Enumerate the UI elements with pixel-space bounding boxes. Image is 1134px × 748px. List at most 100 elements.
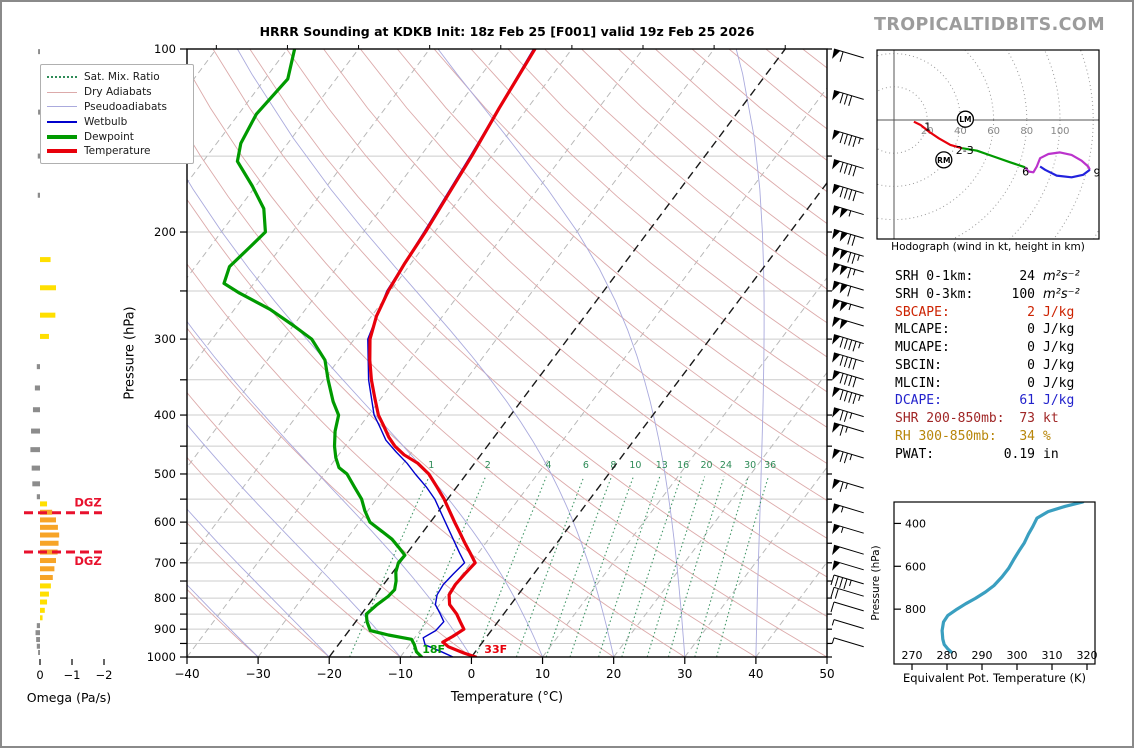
- omega-panel: DGZ DGZ 0 −1 −2: [24, 49, 112, 682]
- index-unit: J/kg: [1043, 340, 1075, 355]
- legend-item-label: Dewpoint: [84, 130, 134, 143]
- svg-text:20: 20: [700, 460, 712, 471]
- hodograph-height-label: 2-3: [956, 144, 974, 157]
- omega-bar: [36, 637, 40, 643]
- svg-text:33F: 33F: [484, 643, 507, 656]
- omega-bar: [40, 257, 51, 263]
- omega-bar: [40, 615, 43, 621]
- index-label: DCAPE:: [895, 393, 942, 409]
- index-value: 73: [1019, 411, 1035, 426]
- wind-barb-column: [830, 48, 864, 648]
- skewt-plot: 1 2 4 6 8 10 13 16 20 24 30 36100200300400500600700…: [147, 42, 835, 681]
- svg-text:40: 40: [954, 126, 967, 137]
- index-unit: J/kg: [1043, 304, 1075, 320]
- wind-barb: [832, 298, 864, 312]
- svg-text:100: 100: [154, 42, 176, 56]
- omega-bar: [40, 566, 55, 572]
- wind-barb: [832, 560, 864, 571]
- omega-bar: [40, 574, 53, 580]
- svg-text:0: 0: [468, 667, 476, 681]
- skewt-x-axis-label: Temperature (°C): [450, 690, 564, 705]
- svg-text:18F: 18F: [422, 643, 445, 656]
- index-row: SRH 0-1km: 24 m²s⁻²: [895, 268, 1110, 286]
- svg-text:700: 700: [154, 556, 176, 570]
- legend-line-sample: [47, 120, 77, 123]
- index-unit: J/kg: [1043, 393, 1075, 409]
- hodograph-trace-6-9km: [1024, 151, 1091, 174]
- legend-item: Pseudoadiabats: [47, 100, 187, 115]
- omega-bar: [40, 333, 49, 339]
- svg-text:−30: −30: [245, 667, 270, 681]
- index-label: SBCIN:: [895, 357, 942, 373]
- legend-item: Dewpoint: [47, 129, 187, 144]
- wind-barb: [832, 89, 864, 106]
- omega-bar: [40, 285, 56, 291]
- svg-text:−1: −1: [64, 668, 81, 682]
- hodograph-height-label: 9: [1094, 166, 1101, 179]
- svg-text:800: 800: [905, 603, 926, 616]
- wind-barb: [832, 407, 864, 422]
- index-unit: m²s⁻²: [1043, 286, 1080, 302]
- theta-e-x-axis-label: Equivalent Pot. Temperature (K): [902, 671, 1087, 685]
- omega-bar: [35, 630, 40, 636]
- wind-barb: [832, 478, 864, 493]
- skewt-y-axis-label: Pressure (hPa): [122, 306, 138, 400]
- wind-barb: [832, 448, 864, 464]
- index-label: SRH 0-1km:: [895, 269, 974, 284]
- wind-barb: [832, 370, 864, 388]
- svg-text:2: 2: [485, 460, 491, 471]
- legend-item: Dry Adiabats: [47, 85, 187, 100]
- index-label: MUCAPE:: [895, 340, 950, 355]
- omega-bar: [40, 540, 59, 546]
- omega-bar: [40, 591, 49, 597]
- index-label: MLCAPE:: [895, 322, 950, 338]
- wind-barb: [832, 523, 864, 535]
- wind-barb: [832, 352, 864, 370]
- legend-item-label: Wetbulb: [84, 115, 128, 128]
- wind-barb: [832, 544, 864, 556]
- svg-text:36: 36: [764, 460, 776, 471]
- omega-bar: [36, 494, 40, 500]
- wind-barb: [832, 183, 864, 202]
- omega-bar: [40, 524, 58, 530]
- legend-item: Temperature: [47, 144, 187, 159]
- legend-line-sample: [47, 91, 77, 93]
- omega-bar: [40, 312, 56, 318]
- index-row: MLCAPE: 0 J/kg: [895, 321, 1110, 339]
- hodograph-caption: Hodograph (wind in kt, height in km): [891, 241, 1085, 253]
- index-unit: m²s⁻²: [1043, 269, 1080, 284]
- svg-text:−40: −40: [174, 667, 199, 681]
- legend-line-sample: [47, 76, 77, 79]
- svg-text:310: 310: [1042, 649, 1063, 662]
- index-label: RH 300-850mb:: [895, 428, 997, 444]
- svg-text:270: 270: [902, 649, 923, 662]
- legend-box: Sat. Mix. Ratio Dry Adiabats Pseudoadiabat…: [40, 64, 194, 164]
- wind-barb: [832, 159, 864, 177]
- wind-barb: [832, 129, 864, 147]
- wind-barb: [830, 601, 864, 613]
- omega-bar: [40, 558, 56, 564]
- wind-barb: [832, 48, 864, 62]
- index-unit: J/kg: [1043, 322, 1075, 338]
- svg-text:320: 320: [1077, 649, 1098, 662]
- index-unit: in: [1043, 446, 1059, 462]
- svg-text:−20: −20: [317, 667, 342, 681]
- omega-bar: [38, 49, 40, 55]
- svg-text:50: 50: [819, 667, 834, 681]
- svg-text:13: 13: [656, 460, 668, 471]
- hodograph-height-label: 6: [1022, 165, 1029, 178]
- index-label: SRH 0-3km:: [895, 286, 974, 302]
- svg-text:500: 500: [154, 467, 176, 481]
- svg-text:16: 16: [677, 460, 689, 471]
- svg-text:6: 6: [583, 460, 589, 471]
- omega-bar: [30, 447, 40, 453]
- legend-item: Wetbulb: [47, 114, 187, 129]
- svg-text:8: 8: [610, 460, 616, 471]
- svg-text:800: 800: [154, 591, 176, 605]
- omega-bar: [40, 599, 48, 605]
- omega-bar: [36, 364, 40, 370]
- dewpoint-curve: [222, 49, 424, 657]
- index-row: SBCAPE: 2 J/kg: [895, 304, 1110, 322]
